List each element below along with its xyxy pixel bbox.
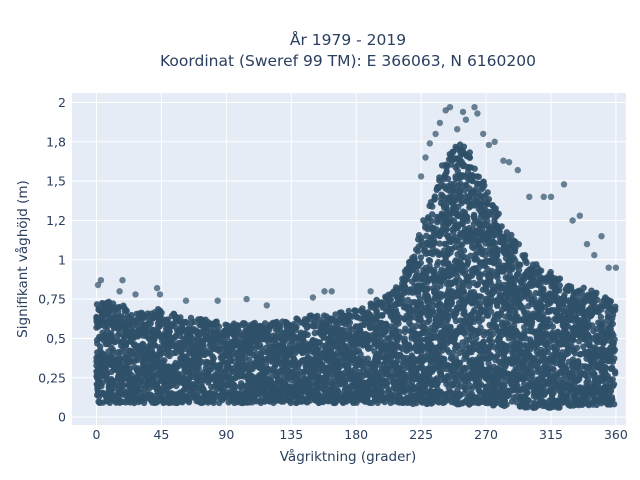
data-point: [440, 355, 447, 363]
data-point: [183, 319, 190, 327]
data-point: [500, 239, 508, 247]
data-point: [227, 341, 235, 349]
data-point: [460, 143, 468, 150]
data-point: [164, 316, 171, 323]
data-point: [195, 365, 202, 372]
data-point: [134, 356, 141, 364]
data-point: [473, 173, 481, 180]
data-point: [135, 326, 143, 334]
data-point: [484, 189, 491, 196]
data-point: [126, 355, 133, 362]
data-point: [140, 399, 148, 407]
data-point: [151, 334, 159, 341]
data-point: [161, 357, 168, 364]
data-point: [378, 391, 385, 398]
data-point: [185, 399, 193, 406]
data-point: [108, 332, 115, 340]
data-point: [484, 217, 491, 225]
data-point: [443, 226, 450, 233]
data-point: [445, 373, 452, 380]
data-point: [401, 335, 408, 342]
data-point: [177, 314, 184, 321]
data-point: [346, 319, 354, 326]
data-point: [474, 190, 482, 198]
data-point: [463, 262, 471, 269]
data-point: [511, 248, 519, 255]
data-point: [122, 342, 129, 349]
data-point: [214, 331, 221, 338]
data-point: [200, 341, 207, 348]
data-point: [464, 217, 471, 224]
data-point: [509, 276, 516, 284]
data-point: [373, 307, 380, 314]
data-point: [365, 343, 372, 351]
data-point: [103, 371, 110, 379]
data-point: [240, 320, 247, 327]
data-point: [375, 372, 382, 380]
data-point: [487, 279, 494, 286]
data-point: [158, 309, 165, 316]
data-point: [481, 182, 488, 189]
data-point: [491, 204, 498, 212]
data-point: [482, 285, 489, 292]
data-point: [292, 327, 299, 334]
data-point: [304, 331, 311, 338]
data-point: [215, 323, 222, 330]
data-point: [151, 311, 159, 318]
data-point: [395, 320, 402, 327]
data-point: [277, 323, 284, 330]
data-point: [256, 342, 264, 349]
data-point: [431, 193, 439, 200]
data-point: [476, 293, 483, 300]
data-point: [498, 223, 505, 230]
data-point: [508, 231, 515, 239]
data-point: [485, 196, 493, 203]
data-point: [500, 400, 507, 407]
data-point: [456, 323, 463, 331]
data-point: [495, 210, 502, 217]
data-point: [429, 203, 436, 210]
data-point: [218, 353, 226, 360]
data-point: [466, 154, 473, 161]
data-point: [227, 352, 235, 360]
data-point: [156, 323, 163, 330]
data-point: [451, 258, 459, 265]
data-point: [461, 365, 468, 372]
data-points: [93, 104, 620, 411]
data-point: [433, 186, 440, 193]
data-point: [172, 323, 179, 331]
data-point: [368, 399, 376, 407]
data-point: [438, 191, 445, 198]
data-point: [202, 364, 210, 372]
data-point: [123, 307, 130, 315]
data-point: [170, 340, 177, 348]
data-point: [396, 328, 403, 335]
data-point: [460, 247, 468, 254]
data-point: [223, 334, 231, 341]
data-point: [428, 217, 435, 225]
data-point: [94, 340, 101, 347]
data-point: [415, 291, 422, 299]
data-point: [398, 295, 406, 303]
data-point: [413, 268, 420, 275]
data-point: [417, 259, 424, 267]
data-point: [411, 253, 418, 260]
data-point: [441, 240, 448, 248]
data-point: [461, 384, 468, 392]
data-point: [216, 365, 223, 372]
data-point: [246, 356, 253, 364]
data-point: [211, 371, 219, 379]
data-point: [447, 324, 454, 332]
data-point: [443, 168, 450, 175]
data-point: [471, 165, 478, 172]
